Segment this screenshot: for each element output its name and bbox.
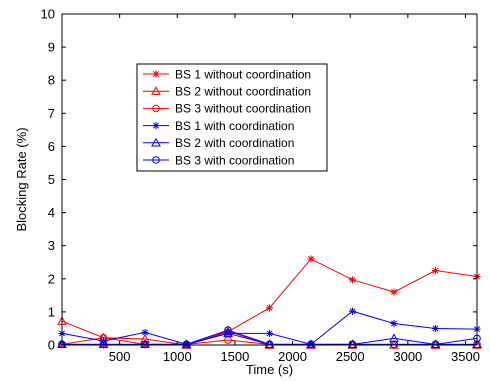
data-point-s6-6 <box>265 340 274 349</box>
legend-entry-label: BS 2 without coordination <box>175 85 311 99</box>
data-point-s4-10 <box>431 324 440 333</box>
data-point-s6-2 <box>99 340 108 349</box>
legend-marker <box>152 156 160 164</box>
axes: 0 1 2 3 4 5 6 7 8 9 10 500 1000 1500 2000 2500 3000 3500 <box>41 7 480 365</box>
legend-entry-label: BS 1 with coordination <box>175 119 294 133</box>
x-tick-label: 1500 <box>220 349 249 364</box>
x-tick-label: 2500 <box>336 349 365 364</box>
x-tick-label: 1000 <box>163 349 192 364</box>
y-tick-label: 1 <box>48 304 55 319</box>
data-point-s6-7 <box>307 340 315 349</box>
legend-entry-label: BS 1 without coordination <box>175 67 311 81</box>
y-tick-label: 6 <box>48 139 55 154</box>
y-tick-label: 9 <box>48 40 55 55</box>
legend-marker <box>152 70 160 78</box>
data-point-s6-5 <box>224 326 232 334</box>
y-tick-label: 4 <box>48 205 55 220</box>
legend-entry-label: BS 2 with coordination <box>175 136 294 150</box>
x-tick-label: 2000 <box>278 349 307 364</box>
legend-marker <box>151 137 161 147</box>
data-point-s4-6 <box>265 329 274 338</box>
y-tick-label: 7 <box>48 106 55 121</box>
data-point-s6-4 <box>182 340 191 349</box>
data-point-s1-10 <box>431 266 440 275</box>
data-point-s6-3 <box>141 340 149 349</box>
x-axis-label: Time (s) <box>246 362 293 377</box>
legend-entry-label: BS 3 without coordination <box>175 102 311 116</box>
data-point-s5-9 <box>389 333 399 343</box>
data-point-s5-11 <box>472 339 482 349</box>
data-point-s4-9 <box>390 319 398 328</box>
data-point-s6-9 <box>390 340 398 349</box>
legend-entry-label: BS 3 with coordination <box>175 153 294 167</box>
data-point-s1-9 <box>390 288 398 296</box>
data-point-s1-6 <box>265 304 274 312</box>
x-tick-label: 500 <box>109 349 131 364</box>
data-point-s6-8 <box>348 340 357 349</box>
y-tick-label: 2 <box>48 271 55 286</box>
data-point-s4-8 <box>348 307 357 315</box>
y-tick-label: 3 <box>48 238 55 253</box>
data-point-s1-7 <box>307 255 315 263</box>
data-point-s6-10 <box>431 340 440 349</box>
legend: BS 1 without coordination BS 2 without co… <box>136 63 328 172</box>
legend-box <box>136 63 328 172</box>
x-tick-label: 3500 <box>451 349 480 364</box>
series-group <box>57 255 482 349</box>
x-tick-label: 3000 <box>393 349 422 364</box>
y-tick-label: 5 <box>48 172 55 187</box>
data-point-s1-8 <box>348 276 357 284</box>
y-tick-label: 10 <box>41 7 55 22</box>
legend-marker <box>152 104 160 113</box>
data-point-s4-3 <box>141 328 149 337</box>
legend-marker <box>152 122 160 130</box>
data-point-s2-3 <box>140 334 150 343</box>
y-tick-label: 8 <box>48 73 55 88</box>
y-axis-label: Blocking Rate (%) <box>14 127 29 231</box>
legend-marker <box>151 86 161 95</box>
y-tick-label: 0 <box>48 338 55 353</box>
plot-area <box>57 255 482 349</box>
